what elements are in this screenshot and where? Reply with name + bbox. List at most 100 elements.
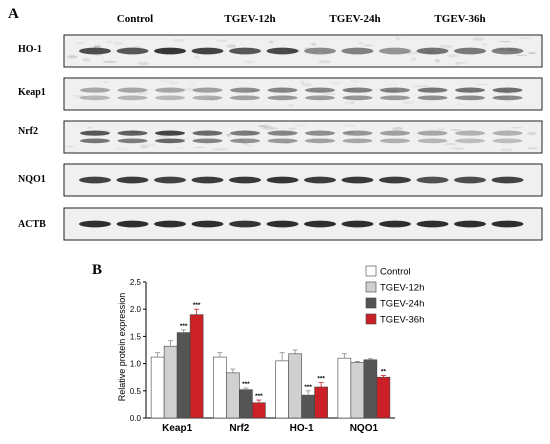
blot-noise	[454, 62, 460, 66]
blot-band	[380, 87, 410, 93]
blot-noise	[346, 96, 351, 100]
blot-noise	[383, 89, 396, 94]
legend-label: Control	[380, 267, 411, 278]
blot-noise	[75, 42, 87, 44]
blot-band	[305, 95, 335, 101]
blot-noise	[434, 59, 441, 63]
y-tick-label: 2.0	[130, 305, 142, 314]
blot-band	[492, 130, 523, 136]
blot-band	[229, 220, 261, 228]
blot-band	[455, 95, 485, 101]
blot-band	[492, 87, 523, 93]
bar	[150, 356, 165, 419]
blot-band	[380, 95, 410, 101]
blot-strip	[63, 120, 543, 154]
significance-label: ***	[242, 381, 250, 388]
blot-band	[492, 138, 523, 144]
blot-band	[341, 176, 374, 184]
lane-group-label: Control	[117, 13, 153, 25]
blot-noise	[310, 42, 317, 46]
blot-noise	[402, 101, 415, 105]
blot-band	[191, 220, 224, 228]
bar	[163, 345, 178, 419]
bar	[252, 402, 266, 419]
blot-band	[342, 130, 373, 136]
y-tick-label: 0.5	[130, 387, 142, 396]
blot-noise	[455, 103, 464, 105]
blot-label: NQO1	[18, 174, 46, 185]
blot-noise	[356, 42, 365, 44]
blot-noise	[330, 81, 342, 85]
lane-group-label: TGEV-36h	[434, 13, 485, 25]
blot-band	[191, 176, 224, 184]
blot-band	[116, 220, 149, 228]
blot-noise	[137, 92, 148, 95]
blot-band	[117, 138, 148, 144]
legend-label: TGEV-36h	[380, 315, 424, 326]
blot-band	[491, 220, 524, 228]
blot-band	[380, 130, 410, 136]
blot-noise	[344, 84, 358, 86]
blot-noise	[93, 54, 103, 56]
blot-noise	[103, 94, 108, 96]
blot-band	[230, 95, 260, 101]
blot-noise	[515, 54, 528, 57]
blot-band	[155, 95, 185, 101]
blot-noise	[82, 57, 91, 62]
blot-noise	[208, 97, 220, 102]
bar	[301, 394, 315, 419]
blot-noise	[482, 43, 487, 46]
blot-noise	[65, 145, 75, 148]
blot-band	[80, 95, 110, 101]
blot-band	[191, 47, 224, 55]
panel-a-letter: A	[8, 6, 19, 22]
blot-noise	[137, 61, 150, 66]
legend-label: TGEV-24h	[380, 299, 424, 310]
blot-noise	[446, 54, 460, 58]
blot-band	[491, 47, 524, 55]
bar	[275, 360, 289, 419]
blot-noise	[93, 45, 102, 49]
blot-noise	[176, 147, 186, 148]
blot-nqo1: NQO1	[18, 163, 543, 197]
blot-noise	[140, 146, 148, 149]
blot-noise	[403, 51, 419, 55]
blot-band	[416, 176, 449, 184]
category-label: HO-1	[290, 423, 314, 434]
blot-band	[342, 95, 373, 101]
blot-noise	[495, 95, 509, 99]
blot-label: Keap1	[18, 87, 46, 98]
blot-noise	[114, 147, 128, 150]
blot-band	[192, 138, 223, 144]
blot-noise	[301, 82, 313, 87]
legend-label: TGEV-12h	[380, 283, 424, 294]
blot-band	[342, 138, 373, 144]
blot-noise	[526, 147, 538, 149]
blot-band	[380, 138, 410, 144]
blot-noise	[526, 132, 537, 136]
significance-label: ***	[193, 302, 201, 309]
blot-noise	[513, 51, 521, 54]
category-label: NQO1	[350, 423, 379, 434]
blot-band	[266, 220, 299, 228]
blot-band	[454, 176, 486, 184]
blot-band	[266, 47, 299, 55]
panel-b-letter: B	[92, 262, 102, 278]
blot-band	[192, 87, 223, 93]
blot-band	[117, 130, 148, 136]
blot-noise	[106, 40, 113, 44]
blot-nrf2: Nrf2	[18, 120, 543, 154]
blot-band	[229, 47, 261, 55]
blot-noise	[244, 60, 256, 64]
blot-band	[341, 220, 374, 228]
blot-noise	[444, 143, 458, 145]
blot-band	[455, 138, 485, 144]
blot-noise	[103, 80, 110, 84]
blot-noise	[420, 101, 435, 103]
blot-strip	[63, 77, 543, 111]
bar	[363, 359, 378, 419]
blot-noise	[510, 126, 524, 129]
blot-noise	[484, 148, 492, 149]
bar	[314, 386, 328, 419]
blot-band	[79, 47, 111, 55]
